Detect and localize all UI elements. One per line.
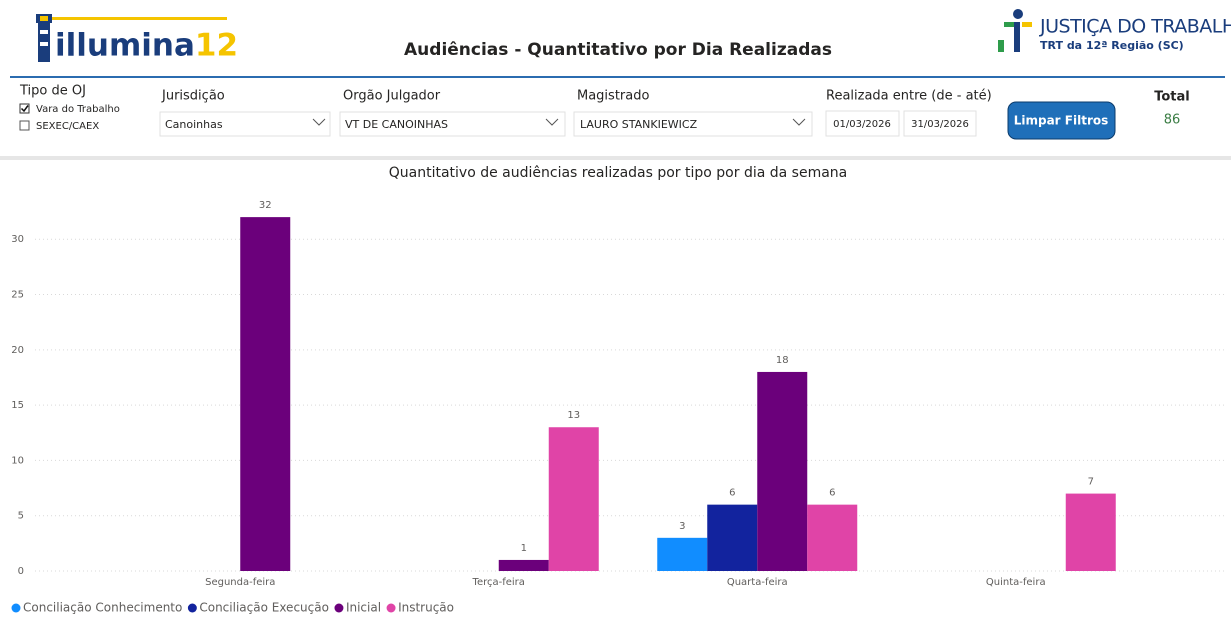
y-tick-label: 15 [11,400,24,411]
dropdown-value: Canoinhas [165,118,223,131]
x-tick-label: Quarta-feira [727,577,788,588]
bar [807,504,858,571]
legend-marker [187,603,197,613]
chevron [312,118,326,126]
total-label: Total [1154,90,1190,105]
bar [757,371,808,571]
data-label: 7 [1088,477,1094,488]
dropdown[interactable] [573,111,813,137]
checkbox-label: SEXEC/CAEX [36,121,99,132]
filter-label: Realizada entre (de - até) [826,89,992,104]
checkbox[interactable] [19,120,30,131]
checkbox[interactable] [19,103,30,114]
dropdown[interactable] [339,111,566,137]
clear-filters-button[interactable] [1007,101,1116,140]
y-tick-label: 0 [18,566,24,577]
data-label: 13 [567,410,580,421]
chevron [545,118,559,126]
org-name: JUSTIÇA DO TRABALHO [1039,16,1231,38]
x-tick-label: Terça-feira [472,577,525,588]
legend-marker [386,603,396,613]
bar [657,537,708,571]
legend-label: Instrução [398,601,454,615]
org-region: TRT da 12ª Região (SC) [1040,39,1184,52]
date-input[interactable] [825,110,900,137]
data-label: 6 [729,488,735,499]
date-value: 01/03/2026 [833,119,891,130]
dropdown[interactable] [159,111,331,137]
dropdown-value: VT DE CANOINHAS [345,118,448,131]
total-value: 86 [1164,113,1181,128]
filter-label: Orgão Julgador [343,89,441,104]
chevron [792,118,806,126]
date-value: 31/03/2026 [911,119,969,130]
bar [240,217,291,571]
data-label: 18 [776,355,789,366]
logo-number: 12 [195,28,238,64]
y-tick-label: 5 [18,511,24,522]
dropdown-value: LAURO STANKIEWICZ [580,118,698,131]
x-tick-label: Quinta-feira [986,577,1046,588]
legend-label: Conciliação Execução [199,601,329,615]
checkbox-label: Vara do Trabalho [36,104,120,115]
legend-label: Inicial [346,601,381,615]
filter-label: Tipo de OJ [19,84,86,99]
y-tick-label: 25 [11,290,24,301]
legend-marker [334,603,344,613]
x-tick-label: Segunda-feira [205,577,275,588]
bar [707,504,758,571]
filter-label: Jurisdição [161,89,225,104]
data-label: 3 [679,521,685,532]
button-label: Limpar Filtros [1014,114,1109,128]
panel-shadow [0,156,1231,160]
logo-text: illumina [55,28,195,64]
chart-title: Quantitativo de audiências realizadas po… [389,165,848,181]
bar [1065,493,1116,571]
bar [498,559,549,571]
page-title: Audiências - Quantitativo por Dia Realiz… [404,40,832,60]
legend-label: Conciliação Conhecimento [23,601,182,615]
logo-icon [36,14,227,62]
y-tick-label: 20 [11,345,24,356]
checkmark [20,105,29,113]
data-label: 1 [521,543,527,554]
date-input[interactable] [903,110,977,137]
header-rule [10,76,1225,78]
data-label: 6 [829,488,835,499]
data-label: 32 [259,200,272,211]
y-tick-label: 30 [11,234,24,245]
legend-marker [11,603,21,613]
filter-label: Magistrado [577,89,649,104]
org-icon [998,9,1032,52]
y-tick-label: 10 [11,455,24,466]
bar [548,427,599,571]
